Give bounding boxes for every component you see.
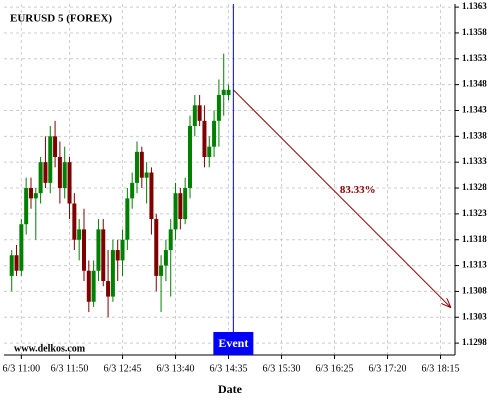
x-tick-label: 6/3 14:35 — [210, 363, 248, 374]
candle-body — [28, 188, 33, 199]
y-tick-label: 1.1313 — [462, 260, 487, 270]
x-tick-label: 6/3 13:40 — [157, 363, 195, 374]
y-tick-label: 1.1353 — [462, 53, 487, 63]
candle-body — [14, 255, 19, 271]
candle-body — [120, 239, 125, 261]
x-tick-label: 6/3 17:20 — [369, 363, 407, 374]
candle-body — [183, 188, 188, 220]
candle-body — [53, 136, 58, 158]
candle-body — [221, 89, 226, 95]
candle-body — [96, 229, 101, 271]
candle-body — [159, 265, 164, 276]
candle-body — [106, 281, 111, 297]
candle-body — [149, 172, 154, 220]
event-box — [213, 332, 254, 355]
y-tick-label: 1.1298 — [462, 337, 487, 347]
candle-body — [101, 229, 106, 282]
candle-body — [19, 224, 24, 271]
x-tick-label: 6/3 15:30 — [263, 363, 301, 374]
candle-body — [57, 157, 62, 189]
candle-body — [9, 255, 14, 276]
y-tick-label: 1.1363 — [462, 1, 487, 11]
y-tick-label: 1.1303 — [462, 311, 487, 321]
candle-body — [168, 229, 173, 251]
projection-arrow — [233, 89, 450, 307]
chart-title: EURUSD 5 (FOREX) — [10, 13, 112, 25]
x-axis-label: Date — [218, 382, 243, 396]
candle-body — [67, 162, 72, 204]
x-tick-label: 6/3 11:50 — [51, 363, 89, 374]
candle-body — [72, 203, 77, 240]
candle-body — [163, 250, 168, 266]
candle-body — [110, 250, 115, 297]
x-tick-label: 6/3 16:25 — [316, 363, 354, 374]
candle-body — [77, 229, 82, 240]
candle-body — [192, 105, 197, 126]
candle-body — [130, 182, 135, 199]
candle-body — [91, 270, 96, 302]
y-tick-label: 1.1333 — [462, 156, 487, 166]
candle-body — [24, 188, 29, 225]
candle-body — [202, 120, 207, 158]
event-label: Event — [218, 336, 248, 350]
candle-body — [125, 198, 130, 240]
candle-body — [144, 172, 149, 178]
candle-body — [48, 136, 53, 183]
candle-body — [178, 193, 183, 220]
candle-body — [134, 151, 139, 183]
candle-body — [115, 250, 120, 261]
candle-body — [81, 229, 86, 271]
y-tick-label: 1.1323 — [462, 208, 487, 218]
candle-body — [139, 151, 144, 178]
x-tick-label: 6/3 11:00 — [3, 363, 41, 374]
candle-body — [187, 125, 192, 189]
watermark: www.delkos.com — [14, 343, 86, 354]
candle-body — [33, 193, 38, 199]
y-tick-label: 1.1348 — [462, 79, 487, 89]
projection-label: 83.33% — [340, 184, 376, 196]
candle-body — [154, 219, 159, 276]
candle-body — [226, 89, 231, 95]
candle-body — [62, 162, 67, 189]
candle-body — [197, 105, 202, 121]
candle-body — [207, 146, 212, 158]
y-tick-label: 1.1358 — [462, 27, 487, 37]
y-tick-label: 1.1328 — [462, 182, 487, 192]
candle-body — [212, 120, 217, 147]
y-tick-label: 1.1318 — [462, 234, 487, 244]
candle-body — [216, 94, 221, 121]
candle-body — [86, 270, 91, 302]
candle-body — [173, 193, 178, 230]
candle-body — [38, 162, 43, 194]
y-tick-label: 1.1338 — [462, 130, 487, 140]
y-tick-label: 1.1308 — [462, 285, 487, 295]
y-tick-label: 1.1343 — [462, 105, 487, 115]
x-tick-label: 6/3 18:15 — [422, 363, 460, 374]
x-tick-label: 6/3 12:45 — [104, 363, 142, 374]
candle-body — [43, 162, 48, 183]
